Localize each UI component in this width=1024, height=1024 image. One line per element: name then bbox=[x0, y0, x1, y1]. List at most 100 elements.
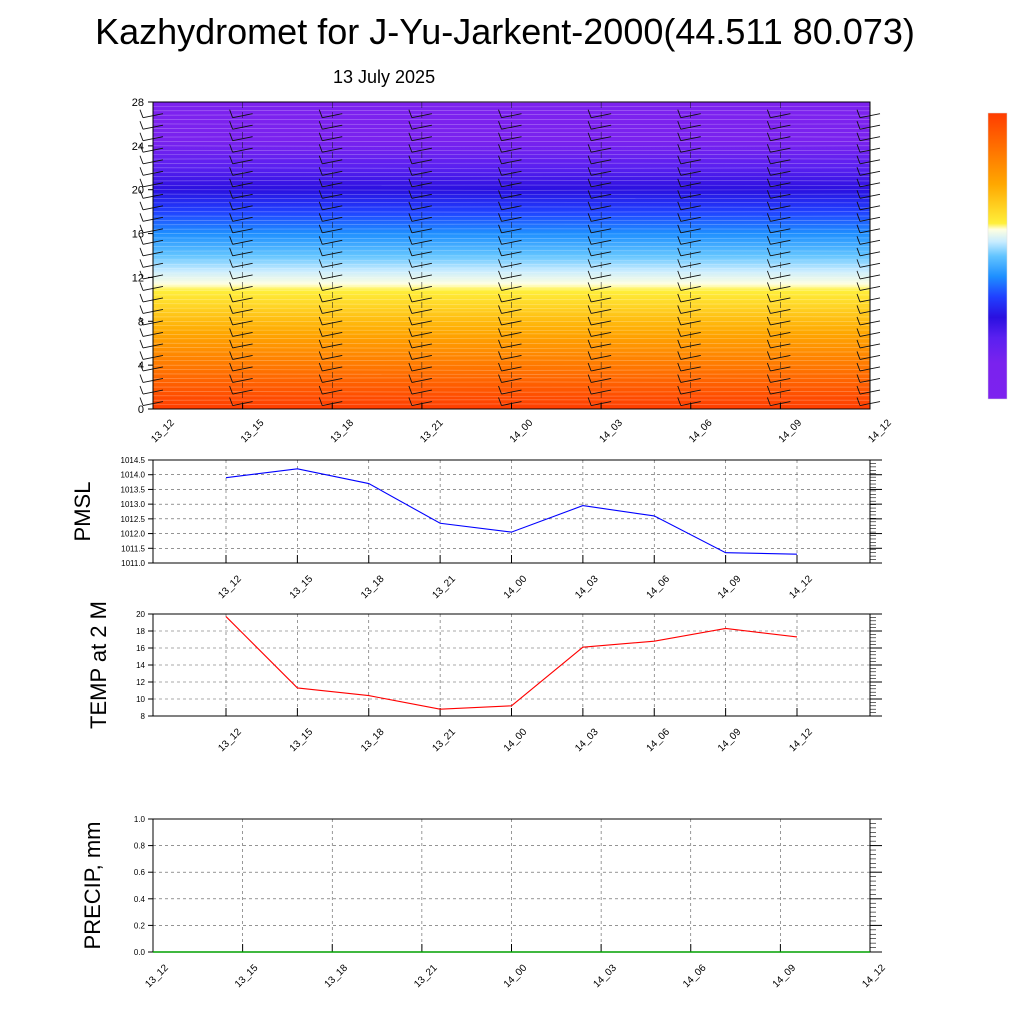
wind-barb-flag bbox=[498, 316, 502, 326]
contour-line bbox=[152, 259, 871, 261]
wind-barb bbox=[680, 285, 701, 291]
wind-barb-flag bbox=[318, 121, 323, 130]
wind-barb bbox=[232, 159, 253, 165]
wind-barb-flag bbox=[408, 270, 413, 280]
wind-barb-flag bbox=[587, 178, 592, 187]
wind-barb-flag bbox=[498, 305, 502, 314]
wind-barb bbox=[591, 297, 612, 303]
wind-barb-flag bbox=[766, 224, 771, 233]
contour-line bbox=[152, 337, 871, 340]
wind-barb-flag bbox=[408, 316, 413, 326]
wind-barb-flag bbox=[766, 362, 771, 372]
wind-barb-flag bbox=[139, 397, 144, 406]
wind-barb bbox=[770, 297, 791, 303]
wind-barb-flag bbox=[408, 178, 413, 187]
wind-barb-flag bbox=[139, 224, 144, 233]
wind-barb-flag bbox=[229, 109, 234, 118]
precip-x-tick-label: 14_06 bbox=[681, 962, 709, 990]
wind-barb bbox=[411, 228, 432, 234]
pmsl-y-tick-label: 1013.5 bbox=[121, 485, 146, 494]
wind-barb bbox=[322, 228, 343, 234]
wind-barb bbox=[322, 378, 343, 383]
wind-barb-flag bbox=[587, 109, 592, 118]
temp-x-tick-label: 13_21 bbox=[430, 726, 458, 754]
temp-x-tick-label: 14_12 bbox=[787, 726, 815, 754]
wind-barb-flag bbox=[229, 259, 234, 268]
temp-y-axis-title: TEMP at 2 M bbox=[86, 601, 111, 729]
wind-barb-flag bbox=[498, 132, 502, 141]
pmsl-x-tick-label: 14_12 bbox=[787, 573, 815, 601]
wind-barb bbox=[501, 285, 522, 291]
wind-barb bbox=[680, 297, 701, 303]
wind-barb-flag bbox=[139, 247, 144, 257]
wind-barb-flag bbox=[677, 224, 682, 233]
wind-barb-flag bbox=[318, 259, 323, 268]
wind-barb bbox=[411, 366, 432, 372]
wind-barb-flag bbox=[139, 351, 144, 360]
wind-barb-flag bbox=[408, 224, 413, 233]
wind-barb-flag bbox=[587, 339, 592, 349]
wind-barb bbox=[322, 366, 343, 372]
heatmap-frame bbox=[152, 101, 871, 410]
wind-barb bbox=[591, 285, 612, 291]
precip-y-tick-label: 0.0 bbox=[134, 948, 146, 957]
x-tick-label: 13_12 bbox=[149, 417, 177, 445]
wind-barb bbox=[501, 378, 522, 383]
wind-barb-flag bbox=[408, 190, 413, 199]
wind-barb-flag bbox=[498, 397, 502, 406]
wind-barb-flag bbox=[587, 374, 592, 383]
wind-barb-flag bbox=[408, 247, 413, 257]
wind-barb-flag bbox=[587, 270, 592, 280]
wind-barb-flag bbox=[677, 270, 682, 280]
precip-y-tick-label: 0.2 bbox=[134, 921, 146, 930]
wind-barb-flag bbox=[856, 293, 861, 303]
wind-barb-flag bbox=[677, 167, 682, 176]
wind-barb-flag bbox=[318, 201, 323, 210]
wind-barb-flag bbox=[408, 201, 413, 210]
wind-barb-flag bbox=[318, 362, 323, 372]
wind-barb-flag bbox=[587, 305, 592, 314]
wind-barb-flag bbox=[318, 316, 323, 326]
wind-barb-flag bbox=[318, 190, 323, 199]
wind-barb-flag bbox=[856, 178, 861, 187]
wind-barb-flag bbox=[766, 167, 771, 176]
wind-barb-flag bbox=[408, 259, 413, 268]
wind-barb-flag bbox=[498, 385, 502, 395]
wind-barb-flag bbox=[587, 362, 592, 372]
temp-frame bbox=[152, 613, 871, 717]
wind-barb-flag bbox=[408, 144, 413, 153]
wind-barb-flag bbox=[856, 316, 861, 326]
colorbar-fill bbox=[987, 112, 1008, 400]
pmsl-y-tick-label: 1011.5 bbox=[121, 544, 145, 553]
temp-x-tick-label: 13_15 bbox=[288, 726, 316, 754]
precip-x-tick-label: 14_09 bbox=[771, 962, 799, 990]
wind-barb-flag bbox=[766, 282, 771, 291]
wind-barb bbox=[770, 308, 791, 314]
wind-barb-flag bbox=[766, 397, 771, 406]
temp-x-tick-label: 13_12 bbox=[216, 726, 244, 754]
pmsl-x-tick-label: 14_06 bbox=[645, 573, 673, 601]
wind-barb-flag bbox=[318, 155, 323, 164]
wind-barb bbox=[232, 378, 253, 383]
wind-barb-flag bbox=[318, 328, 323, 337]
temp-y-tick-label: 20 bbox=[136, 610, 145, 619]
wind-barb bbox=[680, 147, 701, 153]
wind-barb-flag bbox=[318, 132, 323, 141]
pmsl-x-tick-label: 13_15 bbox=[288, 573, 316, 601]
wind-barb-flag bbox=[766, 247, 771, 257]
precip-x-tick-label: 13_12 bbox=[143, 962, 171, 990]
wind-barb-flag bbox=[498, 328, 502, 337]
contour-line bbox=[152, 149, 871, 152]
wind-barb-flag bbox=[766, 178, 771, 187]
wind-barb bbox=[501, 136, 522, 142]
wind-barb-flag bbox=[408, 236, 413, 245]
wind-barb bbox=[232, 147, 253, 153]
wind-barb-flag bbox=[139, 132, 144, 141]
temp-y-tick-label: 10 bbox=[136, 695, 145, 704]
wind-barb-flag bbox=[139, 328, 144, 337]
wind-barb-flag bbox=[766, 339, 771, 349]
colorbar bbox=[987, 112, 1008, 400]
wind-barb-flag bbox=[677, 293, 682, 303]
wind-barb-flag bbox=[766, 213, 771, 222]
wind-barb-flag bbox=[498, 351, 502, 360]
